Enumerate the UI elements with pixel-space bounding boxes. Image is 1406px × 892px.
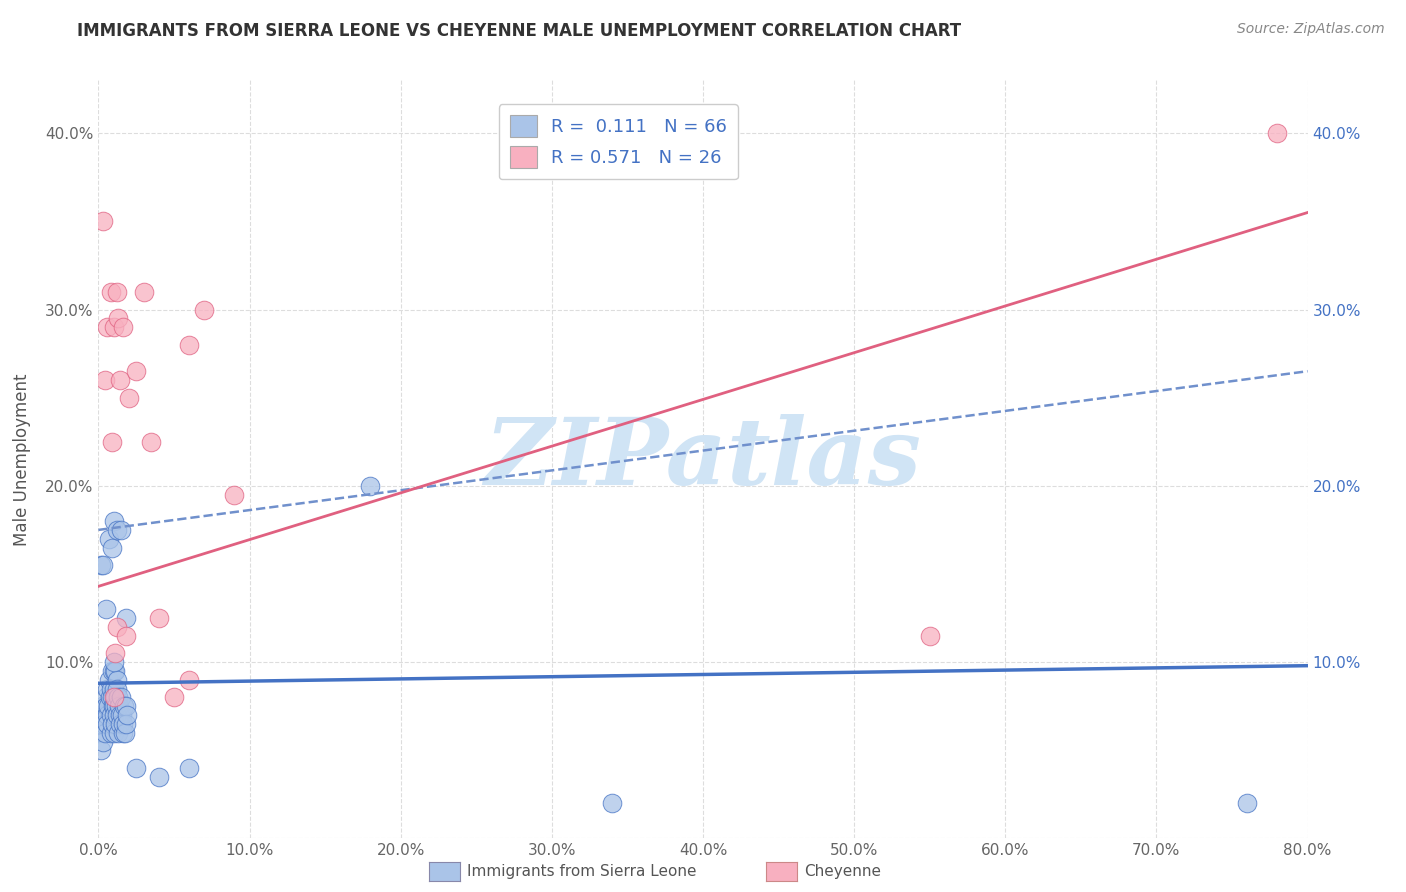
Point <box>1236 796 1258 810</box>
Point <box>132 285 155 299</box>
Point <box>91 734 114 748</box>
Point <box>104 717 127 731</box>
Point <box>107 311 129 326</box>
Point <box>115 717 138 731</box>
Point <box>91 699 114 714</box>
Point <box>98 532 121 546</box>
Point <box>108 373 131 387</box>
Point <box>104 664 127 678</box>
Point <box>104 699 127 714</box>
Point <box>94 602 117 616</box>
Point <box>94 690 117 705</box>
Point <box>105 681 128 696</box>
Point <box>111 320 134 334</box>
Point <box>98 690 121 705</box>
Point <box>108 699 131 714</box>
Point <box>101 664 124 678</box>
Point <box>91 214 114 228</box>
Point <box>1267 126 1289 140</box>
Point <box>93 717 115 731</box>
Point <box>107 725 129 739</box>
Point <box>98 673 121 687</box>
Point <box>179 673 201 687</box>
Point <box>94 725 117 739</box>
Point <box>112 717 135 731</box>
Point <box>110 690 132 705</box>
Text: IMMIGRANTS FROM SIERRA LEONE VS CHEYENNE MALE UNEMPLOYMENT CORRELATION CHART: IMMIGRANTS FROM SIERRA LEONE VS CHEYENNE… <box>77 22 962 40</box>
Point <box>125 761 148 775</box>
Text: ZIPatlas: ZIPatlas <box>485 415 921 504</box>
Point <box>918 629 941 643</box>
Point <box>101 434 124 449</box>
Point <box>104 646 127 660</box>
Point <box>114 611 136 625</box>
Point <box>94 699 117 714</box>
Point <box>148 770 170 784</box>
Point <box>105 523 128 537</box>
Point <box>193 302 215 317</box>
Point <box>96 320 118 334</box>
Point <box>101 541 124 555</box>
Point <box>103 320 125 334</box>
Point <box>89 717 111 731</box>
Point <box>148 611 170 625</box>
Point <box>114 699 136 714</box>
Point <box>118 391 141 405</box>
Point <box>103 655 125 669</box>
Point <box>97 699 120 714</box>
Point <box>107 690 129 705</box>
Y-axis label: Male Unemployment: Male Unemployment <box>13 373 31 546</box>
Text: Cheyenne: Cheyenne <box>804 864 882 879</box>
Point <box>103 690 125 705</box>
Point <box>112 699 135 714</box>
Point <box>141 434 163 449</box>
Point <box>101 699 124 714</box>
Point <box>96 681 118 696</box>
Point <box>114 629 136 643</box>
Point <box>105 673 128 687</box>
Point <box>100 681 122 696</box>
Point <box>105 708 128 723</box>
Point <box>100 708 122 723</box>
Point <box>105 285 128 299</box>
Point <box>104 690 127 705</box>
Point <box>224 488 246 502</box>
Point <box>90 708 112 723</box>
Point <box>103 708 125 723</box>
Point <box>110 523 132 537</box>
Point <box>115 708 138 723</box>
Point <box>103 664 125 678</box>
Point <box>93 708 115 723</box>
Point <box>163 690 186 705</box>
Point <box>91 558 114 573</box>
Point <box>111 725 134 739</box>
Point <box>103 699 125 714</box>
Point <box>360 479 382 493</box>
Point <box>114 725 136 739</box>
Point <box>602 796 624 810</box>
Point <box>103 681 125 696</box>
Point <box>111 708 134 723</box>
Point <box>103 514 125 528</box>
Point <box>179 338 201 352</box>
Point <box>125 364 148 378</box>
Point <box>179 761 201 775</box>
Point <box>90 558 112 573</box>
Point <box>96 717 118 731</box>
Point <box>96 708 118 723</box>
Point <box>108 708 131 723</box>
Text: Source: ZipAtlas.com: Source: ZipAtlas.com <box>1237 22 1385 37</box>
Point <box>100 725 122 739</box>
Point <box>103 725 125 739</box>
Legend: R =  0.111   N = 66, R = 0.571   N = 26: R = 0.111 N = 66, R = 0.571 N = 26 <box>499 104 738 179</box>
Point <box>90 743 112 757</box>
Point <box>89 725 111 739</box>
Point <box>100 285 122 299</box>
Point <box>94 373 117 387</box>
Point <box>105 620 128 634</box>
Point <box>110 717 132 731</box>
Point <box>101 717 124 731</box>
Text: Immigrants from Sierra Leone: Immigrants from Sierra Leone <box>467 864 696 879</box>
Point <box>101 690 124 705</box>
